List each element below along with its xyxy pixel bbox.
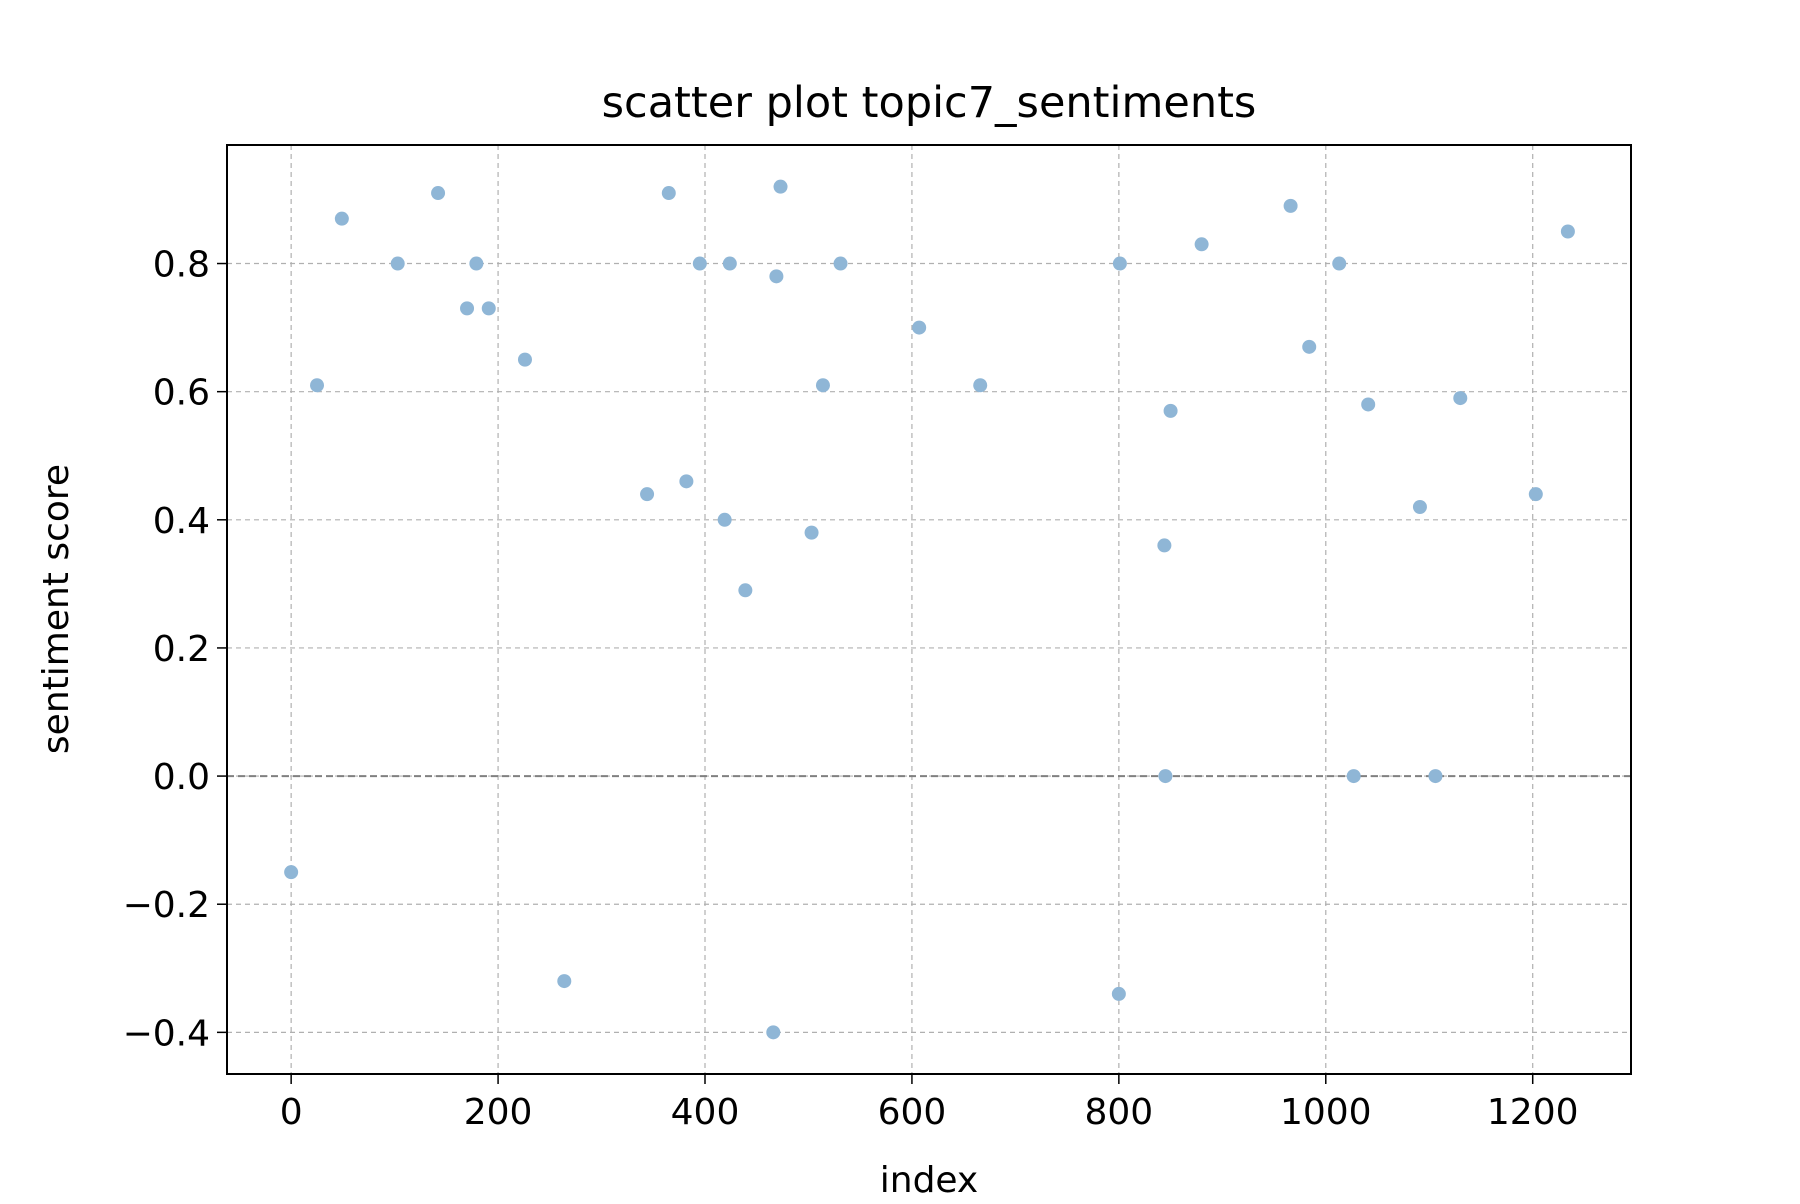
x-tick-label: 1000 (1280, 1092, 1372, 1133)
data-point (1361, 397, 1376, 412)
data-point (1428, 769, 1443, 784)
data-point (833, 256, 848, 271)
x-tick-label: 0 (280, 1092, 303, 1133)
data-point (773, 179, 788, 194)
data-point (912, 320, 927, 335)
data-point (769, 269, 784, 284)
grid (227, 145, 1631, 1074)
data-point (469, 256, 484, 271)
data-point (1194, 237, 1209, 252)
data-point (1346, 769, 1361, 784)
data-point (557, 974, 572, 989)
y-tick-label: 0.8 (153, 245, 210, 286)
y-axis-ticks: −0.4 −0.2 0.0 0.2 0.4 0.6 0.8 (123, 245, 227, 1054)
data-point (766, 1025, 781, 1040)
y-axis-label: sentiment score (36, 464, 77, 754)
y-tick-label: 0.2 (153, 629, 210, 670)
y-tick-label: 0.4 (153, 501, 210, 542)
y-tick-label: 0.6 (153, 373, 210, 414)
data-point (390, 256, 405, 271)
y-tick-label: −0.4 (123, 1013, 210, 1054)
x-tick-label: 400 (671, 1092, 740, 1133)
data-point (284, 865, 299, 880)
data-point (1412, 499, 1427, 514)
data-point (717, 512, 732, 527)
data-point (1111, 986, 1126, 1001)
plot-frame (226, 144, 1632, 1075)
data-point (973, 378, 988, 393)
data-point (692, 256, 707, 271)
data-point (679, 474, 694, 489)
data-point (334, 211, 349, 226)
x-axis-label: index (880, 1160, 979, 1200)
data-point (1163, 403, 1178, 418)
data-point (1158, 769, 1173, 784)
chart-title: scatter plot topic7_sentiments (602, 78, 1257, 128)
data-point (517, 352, 532, 367)
data-point (1302, 339, 1317, 354)
y-tick-label: 0.0 (153, 757, 210, 798)
data-point (1283, 198, 1298, 213)
y-tick-label: −0.2 (123, 885, 210, 926)
data-point (481, 301, 496, 316)
x-tick-label: 200 (464, 1092, 533, 1133)
x-tick-label: 1200 (1487, 1092, 1579, 1133)
data-point (1332, 256, 1347, 271)
x-axis-ticks: 0 200 400 600 800 1000 1200 (280, 1074, 1579, 1133)
data-point (722, 256, 737, 271)
data-point (431, 186, 446, 201)
data-point (460, 301, 475, 316)
data-point (804, 525, 819, 540)
data-point (640, 487, 655, 502)
data-point (815, 378, 830, 393)
data-point (1157, 538, 1172, 553)
x-tick-label: 800 (1084, 1092, 1153, 1133)
data-point (661, 186, 676, 201)
data-points (284, 179, 1575, 1040)
data-point (1528, 487, 1543, 502)
data-point (1560, 224, 1575, 239)
x-tick-label: 600 (878, 1092, 947, 1133)
data-point (1453, 391, 1468, 406)
data-point (1112, 256, 1127, 271)
data-point (310, 378, 325, 393)
data-point (738, 583, 753, 598)
